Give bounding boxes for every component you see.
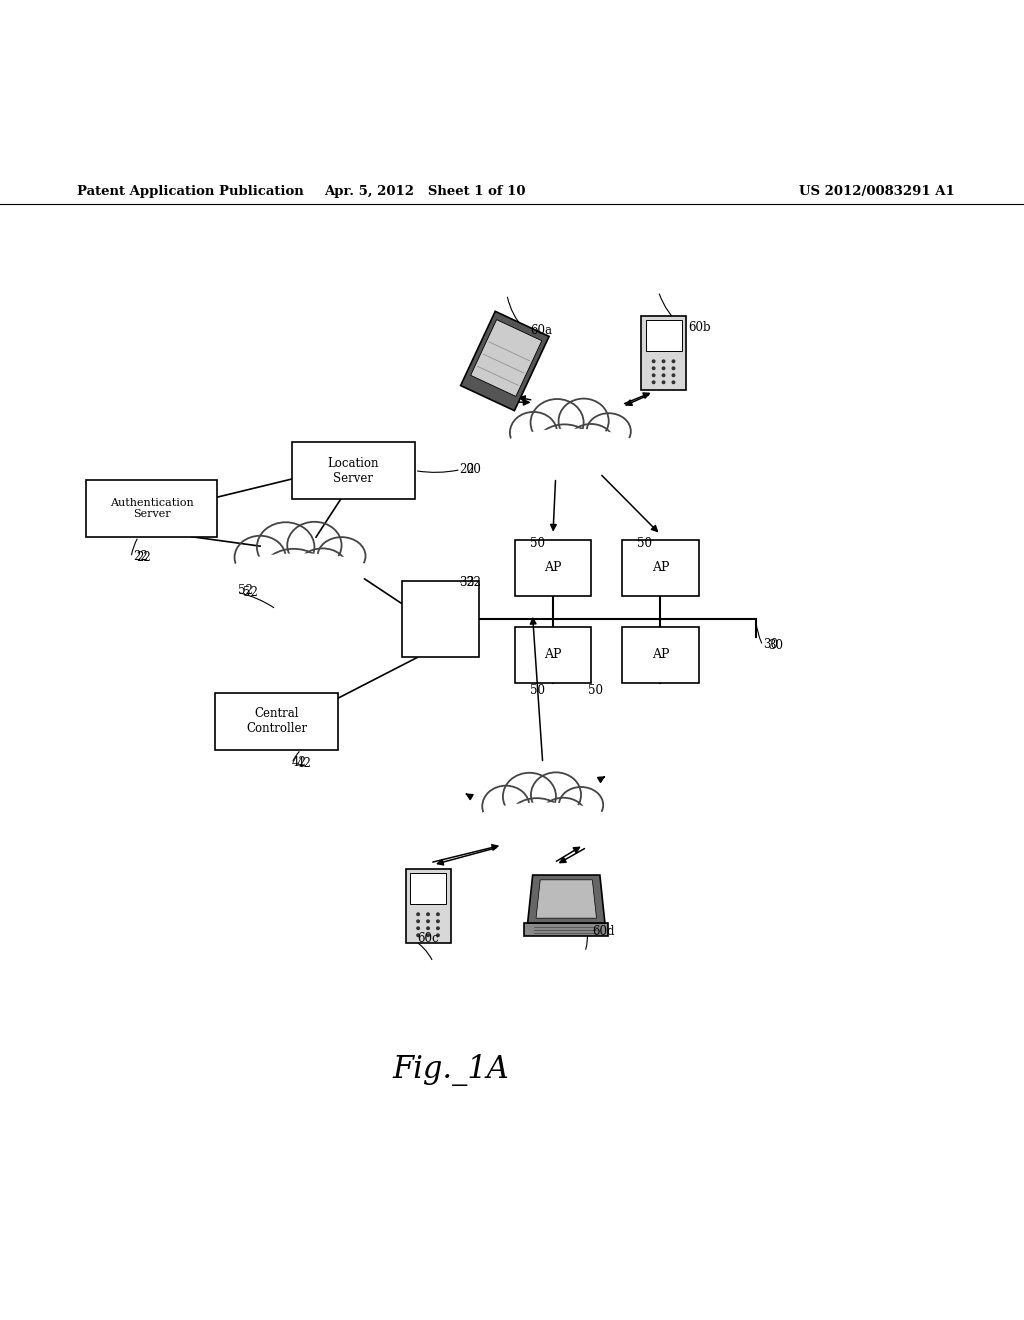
Text: AP: AP [544, 648, 562, 661]
Bar [515, 627, 592, 682]
Text: 52: 52 [238, 583, 253, 597]
Text: 60a: 60a [530, 323, 552, 337]
Circle shape [427, 935, 429, 936]
Text: 30: 30 [763, 638, 778, 651]
Circle shape [436, 920, 439, 923]
Ellipse shape [510, 412, 557, 453]
Circle shape [417, 920, 420, 923]
Text: 52: 52 [243, 586, 258, 599]
Ellipse shape [506, 429, 635, 462]
Ellipse shape [226, 535, 374, 585]
Bar [623, 627, 698, 682]
Circle shape [672, 381, 675, 384]
Circle shape [672, 367, 675, 370]
Bar [645, 321, 682, 351]
Circle shape [663, 381, 665, 384]
Ellipse shape [257, 523, 314, 572]
Ellipse shape [559, 787, 603, 824]
Circle shape [652, 374, 655, 376]
Text: 32: 32 [466, 576, 481, 589]
Circle shape [427, 920, 429, 923]
Text: 22: 22 [133, 550, 147, 564]
Ellipse shape [530, 772, 581, 817]
Ellipse shape [482, 785, 529, 826]
Ellipse shape [569, 424, 613, 458]
Text: 42: 42 [292, 756, 307, 768]
Text: 20: 20 [459, 463, 474, 477]
Circle shape [652, 367, 655, 370]
Text: Patent Application Publication: Patent Application Publication [77, 185, 303, 198]
Circle shape [663, 374, 665, 376]
Text: Central
Controller: Central Controller [246, 708, 307, 735]
Ellipse shape [230, 554, 370, 587]
Text: AP: AP [651, 648, 670, 661]
Polygon shape [527, 875, 605, 923]
Bar [292, 442, 415, 499]
Circle shape [652, 381, 655, 384]
Ellipse shape [502, 411, 639, 458]
Text: 50: 50 [530, 684, 546, 697]
Text: 60b: 60b [688, 321, 711, 334]
Text: 22: 22 [136, 552, 151, 564]
Text: 30: 30 [768, 639, 783, 652]
Ellipse shape [558, 399, 608, 444]
Bar [641, 315, 686, 389]
Text: US 2012/0083291 A1: US 2012/0083291 A1 [799, 185, 954, 198]
Bar [215, 693, 338, 750]
Text: Authentication
Server: Authentication Server [110, 498, 194, 519]
Bar [410, 874, 446, 904]
Bar [406, 869, 451, 942]
Ellipse shape [288, 521, 342, 569]
Circle shape [436, 913, 439, 916]
Text: 50: 50 [588, 684, 603, 697]
Ellipse shape [298, 548, 346, 585]
Bar [86, 480, 217, 537]
Circle shape [663, 360, 665, 363]
Ellipse shape [587, 413, 631, 449]
Circle shape [436, 935, 439, 936]
Circle shape [663, 367, 665, 370]
Ellipse shape [234, 536, 286, 579]
Text: AP: AP [544, 561, 562, 574]
Bar [471, 319, 542, 396]
Circle shape [417, 927, 420, 929]
Circle shape [427, 927, 429, 929]
Ellipse shape [478, 803, 607, 836]
Text: 60d: 60d [592, 925, 614, 937]
Ellipse shape [530, 399, 584, 446]
Text: 32: 32 [459, 576, 474, 589]
Ellipse shape [265, 549, 323, 586]
Text: 60c: 60c [417, 932, 438, 945]
Ellipse shape [503, 772, 556, 820]
Ellipse shape [317, 537, 366, 576]
Circle shape [652, 360, 655, 363]
Ellipse shape [538, 425, 591, 461]
Circle shape [427, 913, 429, 916]
Text: 50: 50 [637, 537, 652, 549]
Bar [401, 581, 479, 657]
Text: 20: 20 [466, 463, 481, 477]
Polygon shape [536, 880, 597, 919]
Text: Location
Server: Location Server [328, 457, 379, 484]
Bar [623, 540, 698, 597]
Text: 42: 42 [297, 756, 312, 770]
Circle shape [672, 374, 675, 376]
Circle shape [417, 935, 420, 936]
Circle shape [417, 913, 420, 916]
Circle shape [436, 927, 439, 929]
Text: Fig._1A: Fig._1A [392, 1053, 509, 1085]
Ellipse shape [510, 799, 563, 834]
Circle shape [672, 360, 675, 363]
Ellipse shape [474, 785, 611, 832]
Text: Apr. 5, 2012   Sheet 1 of 10: Apr. 5, 2012 Sheet 1 of 10 [325, 185, 525, 198]
Ellipse shape [542, 797, 586, 832]
Bar [524, 923, 608, 936]
Text: AP: AP [651, 561, 670, 574]
Text: 50: 50 [530, 537, 546, 549]
Bar [515, 540, 592, 597]
Bar [461, 312, 549, 411]
